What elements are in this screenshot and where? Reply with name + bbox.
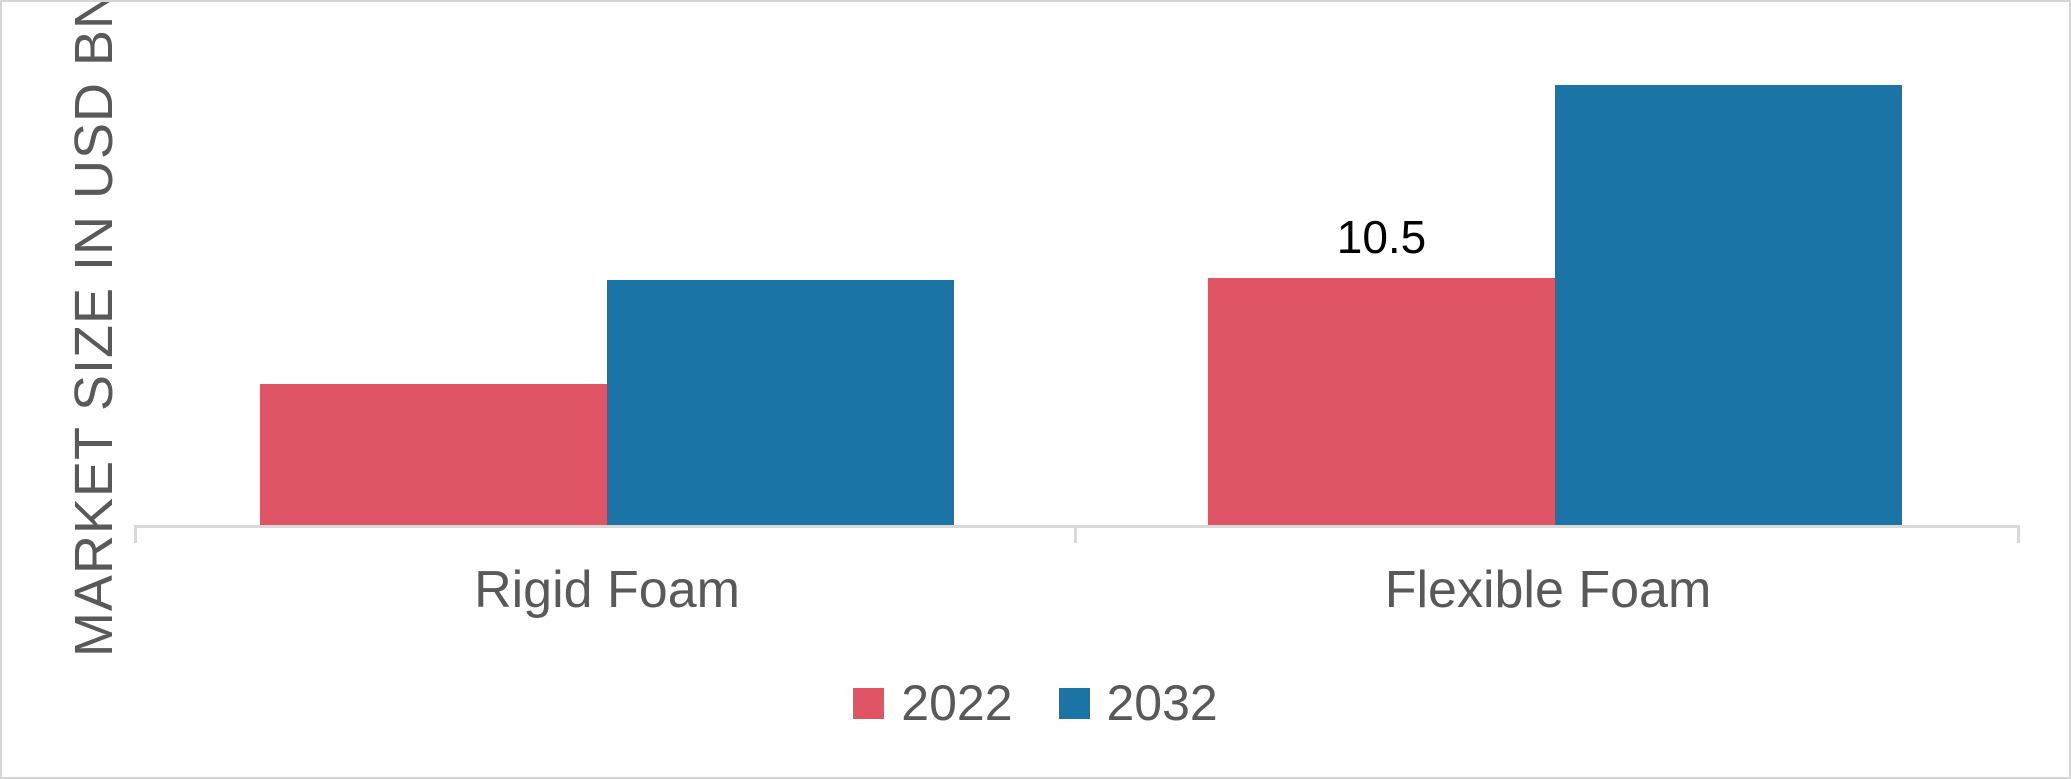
legend-label-2032: 2032 — [1106, 675, 1218, 731]
category-label-rigid-foam: Rigid Foam — [474, 561, 740, 619]
legend-item-2022: 2022 — [853, 675, 1013, 731]
axis-tick-middle — [1074, 525, 1077, 543]
legend-label-2022: 2022 — [901, 675, 1013, 731]
legend: 2022 2032 — [2, 674, 2069, 732]
bar-rigid-foam-2032 — [607, 280, 954, 525]
x-axis-line — [134, 525, 2020, 528]
axis-tick-left — [134, 525, 137, 543]
legend-swatch-2032-icon — [1058, 687, 1090, 719]
y-axis-title: MARKET SIZE IN USD BN — [64, 0, 124, 658]
legend-item-2032: 2032 — [1058, 675, 1218, 731]
legend-swatch-2022-icon — [853, 687, 885, 719]
bar-rigid-foam-2022 — [260, 384, 607, 525]
data-label-flexible-foam-2022: 10.5 — [1336, 211, 1427, 263]
bar-flexible-foam-2022 — [1208, 278, 1555, 525]
axis-tick-right — [2017, 525, 2020, 543]
category-label-flexible-foam: Flexible Foam — [1384, 561, 1712, 619]
bar-flexible-foam-2032 — [1555, 85, 1902, 525]
